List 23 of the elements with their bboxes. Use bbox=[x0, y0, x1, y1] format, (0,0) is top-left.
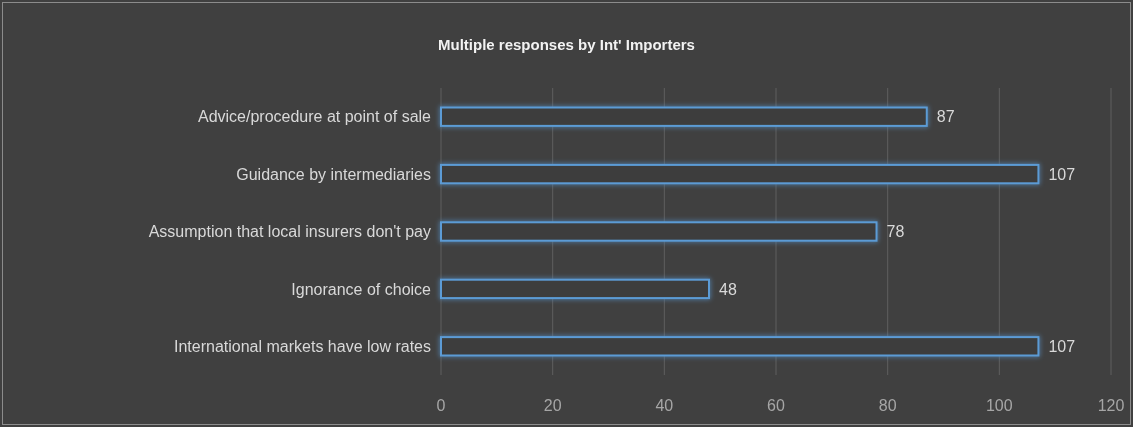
y-tick-label: Guidance by intermediaries bbox=[236, 165, 431, 183]
data-label: 87 bbox=[936, 108, 955, 126]
data-label: 107 bbox=[1048, 165, 1076, 183]
y-tick-label: International markets have low rates bbox=[173, 337, 431, 355]
x-tick-label: 40 bbox=[655, 397, 674, 414]
x-tick-label: 80 bbox=[878, 397, 897, 414]
bar bbox=[440, 278, 710, 300]
chart-title: Multiple responses by Int' Importers bbox=[438, 36, 695, 53]
y-tick-label: Assumption that local insurers don't pay bbox=[148, 223, 431, 241]
bar bbox=[440, 106, 928, 127]
x-tick-label: 60 bbox=[767, 397, 785, 414]
x-tick-label: 0 bbox=[436, 397, 446, 414]
x-tick-label: 120 bbox=[1097, 397, 1125, 414]
x-tick-label: 100 bbox=[985, 397, 1013, 414]
y-tick-label: Advice/procedure at point of sale bbox=[197, 108, 432, 126]
data-label: 78 bbox=[886, 223, 905, 241]
bar bbox=[440, 336, 1040, 357]
y-tick-label: Ignorance of choice bbox=[291, 280, 432, 298]
bar bbox=[440, 221, 878, 242]
data-label: 107 bbox=[1048, 337, 1076, 355]
x-tick-label: 20 bbox=[543, 397, 562, 414]
data-label: 48 bbox=[719, 280, 737, 298]
bar bbox=[440, 163, 1040, 185]
